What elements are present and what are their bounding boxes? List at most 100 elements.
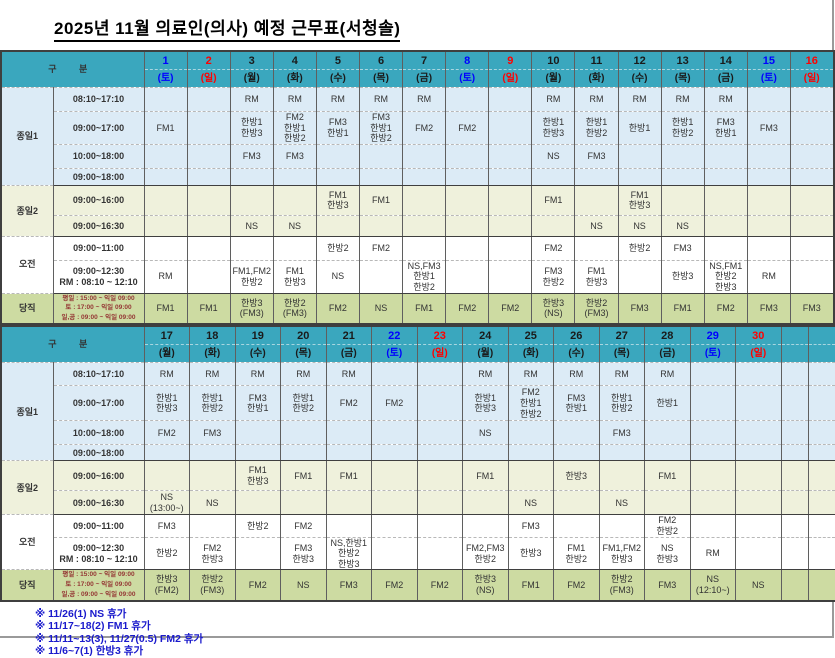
- schedule-cell: [508, 445, 554, 461]
- day-of-week: (토): [748, 70, 790, 87]
- day-number: 27: [600, 327, 645, 345]
- schedule-cell: [144, 215, 187, 236]
- schedule-cell: [144, 236, 187, 260]
- schedule-cell: NS: [599, 491, 645, 515]
- schedule-cell: [359, 144, 402, 168]
- day-of-week: (화): [190, 345, 235, 362]
- shift-time-label: 09:00~17:00: [53, 386, 144, 421]
- schedule-cell: [575, 236, 618, 260]
- day-number: 30: [736, 327, 781, 345]
- schedule-cell: 한방1 한방2: [599, 386, 645, 421]
- schedule-cell: FM3: [326, 570, 372, 601]
- schedule-cell: [235, 491, 281, 515]
- schedule-cell: FM1: [403, 293, 446, 324]
- schedule-cell: [554, 445, 600, 461]
- schedule-cell: RM: [554, 363, 600, 386]
- day-of-week: (수): [554, 345, 599, 362]
- day-of-week: (토): [145, 70, 187, 87]
- schedule-cell: NS (13:00~): [144, 491, 190, 515]
- schedule-cell: 한방3: [508, 537, 554, 570]
- schedule-cell: NS: [190, 491, 236, 515]
- shift-group-label: 오전: [1, 236, 53, 293]
- schedule-cell: [144, 461, 190, 491]
- schedule-cell: [187, 185, 230, 215]
- schedule-cell: RM: [403, 88, 446, 112]
- schedule-cell: RM: [575, 88, 618, 112]
- schedule-cell: [554, 421, 600, 445]
- shift-group-label: 종일2: [1, 461, 53, 515]
- day-number: 9: [489, 52, 531, 70]
- schedule-cell: [790, 260, 833, 293]
- day-of-week: (수): [236, 345, 281, 362]
- schedule-cell: FM1 한방3: [316, 185, 359, 215]
- schedule-cell: [661, 185, 704, 215]
- schedule-cell: RM: [144, 260, 187, 293]
- schedule-cell: NS: [736, 570, 782, 601]
- schedule-cell: [809, 445, 835, 461]
- day-of-week: (목): [281, 345, 326, 362]
- schedule-cell: [187, 168, 230, 185]
- schedule-cell: RM: [704, 88, 747, 112]
- day-number: 4: [274, 52, 316, 70]
- schedule-cell: [781, 491, 809, 515]
- day-header: 18(화): [190, 326, 236, 363]
- day-header: 6(목): [359, 51, 402, 88]
- schedule-cell: [489, 112, 532, 145]
- day-number: 19: [236, 327, 281, 345]
- schedule-cell: 한방2 (FM3): [575, 293, 618, 324]
- schedule-cell: [790, 185, 833, 215]
- schedule-cell: FM2: [704, 293, 747, 324]
- schedule-cell: FM3 한방3: [281, 537, 327, 570]
- schedule-cell: [790, 168, 833, 185]
- schedule-cell: [736, 421, 782, 445]
- shift-time-label: 09:00~18:00: [53, 445, 144, 461]
- schedule-cell: FM2: [316, 293, 359, 324]
- shift-time-label: 08:10~17:10: [53, 88, 144, 112]
- day-number: 13: [662, 52, 704, 70]
- day-number: [782, 327, 809, 345]
- schedule-cell: 한방3 (NS): [463, 570, 509, 601]
- day-of-week: (월): [145, 345, 190, 362]
- day-header: 12(수): [618, 51, 661, 88]
- schedule-cell: [235, 445, 281, 461]
- schedule-cell: [446, 88, 489, 112]
- schedule-cell: [554, 491, 600, 515]
- day-of-week: (월): [532, 70, 574, 87]
- schedule-cell: 한방1 한방2: [281, 386, 327, 421]
- schedule-cell: FM3: [618, 293, 661, 324]
- schedule-cell: [809, 461, 835, 491]
- day-number: 7: [403, 52, 445, 70]
- schedule-cell: FM1 한방2: [554, 537, 600, 570]
- schedule-cell: FM1: [661, 293, 704, 324]
- schedule-cell: [781, 515, 809, 537]
- schedule-cell: FM3: [790, 293, 833, 324]
- schedule-cell: FM1: [463, 461, 509, 491]
- schedule-cell: [446, 185, 489, 215]
- note-line: ※ 11/17~18(2) FM1 휴가: [35, 620, 832, 633]
- schedule-cell: FM2: [532, 236, 575, 260]
- shift-time-label: 09:00~16:00: [53, 461, 144, 491]
- schedule-cell: [463, 445, 509, 461]
- schedule-cell: [372, 421, 418, 445]
- schedule-cell: [809, 515, 835, 537]
- schedule-cell: [372, 537, 418, 570]
- schedule-cell: NS (12:10~): [690, 570, 736, 601]
- schedule-cell: [704, 144, 747, 168]
- schedule-cell: [372, 461, 418, 491]
- day-header: 28(금): [645, 326, 691, 363]
- schedule-cell: [187, 112, 230, 145]
- schedule-cell: FM3: [661, 236, 704, 260]
- shift-time-label: 09:00~16:00: [53, 185, 144, 215]
- schedule-cell: 한방1 한방3: [230, 112, 273, 145]
- schedule-cell: RM: [661, 88, 704, 112]
- schedule-cell: 한방3: [554, 461, 600, 491]
- day-number: 6: [360, 52, 402, 70]
- day-of-week: (일): [188, 70, 230, 87]
- schedule-cell: [316, 215, 359, 236]
- day-number: 5: [317, 52, 359, 70]
- day-header: [809, 326, 835, 363]
- schedule-cell: [417, 515, 463, 537]
- schedule-cell: FM1: [281, 461, 327, 491]
- schedule-cell: [690, 515, 736, 537]
- schedule-cell: NS 한방3: [645, 537, 691, 570]
